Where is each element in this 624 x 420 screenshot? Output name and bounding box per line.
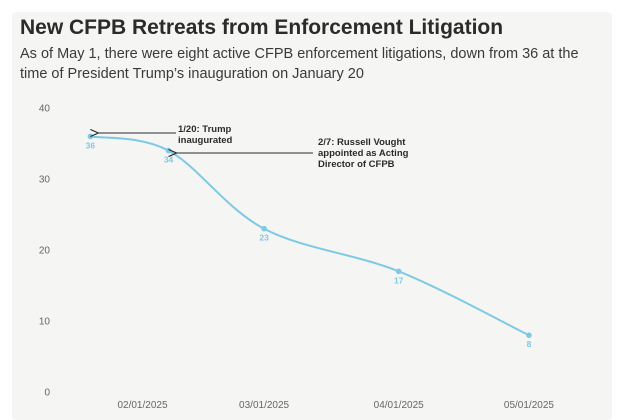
y-tick-label: 20	[39, 246, 51, 257]
y-tick-label: 10	[39, 317, 51, 328]
data-label: 36	[86, 140, 96, 150]
annotation-text: Director of CFPB	[318, 159, 395, 170]
x-axis: 02/01/2025 03/01/2025 04/01/2025 05/01/2025	[117, 400, 554, 411]
y-axis: 0 10 20 30 40	[39, 104, 51, 399]
annotation-text: inaugurated	[178, 135, 233, 146]
data-point	[165, 147, 172, 154]
x-tick-label: 02/01/2025	[117, 400, 167, 411]
data-point	[87, 133, 94, 140]
x-tick-label: 05/01/2025	[504, 400, 554, 411]
y-tick-label: 0	[44, 388, 50, 399]
series-layer: 36 34 23 17 8	[86, 133, 532, 349]
series-line	[89, 135, 530, 337]
data-label: 8	[527, 339, 532, 349]
chart-title: New CFPB Retreats from Enforcement Litig…	[20, 16, 504, 39]
data-label: 34	[164, 155, 174, 165]
x-tick-label: 04/01/2025	[374, 400, 424, 411]
chart-card	[12, 12, 612, 420]
annotation-text: 1/20: Trump	[178, 124, 232, 135]
data-label: 23	[259, 233, 269, 243]
data-label: 17	[394, 275, 404, 285]
y-tick-label: 40	[39, 104, 51, 115]
chart-subtitle: As of May 1, there were eight active CFP…	[20, 46, 579, 82]
data-point	[526, 332, 532, 339]
data-point	[395, 268, 402, 275]
data-point	[261, 225, 267, 232]
x-tick-label: 03/01/2025	[239, 400, 289, 411]
y-tick-label: 30	[39, 175, 51, 186]
annotation-text: appointed as Acting	[318, 148, 409, 159]
annotation-text: 2/7: Russell Vought	[318, 137, 406, 148]
